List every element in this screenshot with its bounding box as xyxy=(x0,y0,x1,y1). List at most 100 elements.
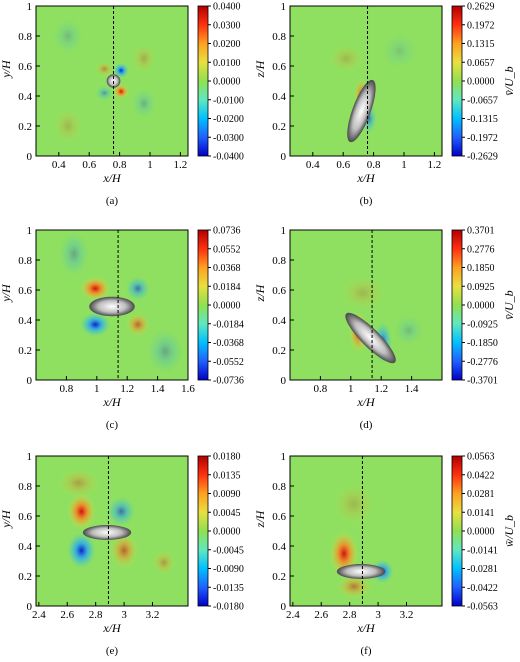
field-blob xyxy=(113,84,129,99)
colorbar-tick-label: -0.0925 xyxy=(467,319,498,330)
y-tick-label: 0.6 xyxy=(272,61,286,73)
colorbar-tick-label: 0.1972 xyxy=(467,20,495,31)
plot-frame xyxy=(289,455,443,607)
colorbar-tick-label: -0.2629 xyxy=(467,152,498,163)
colorbar-tick-label: 0.0400 xyxy=(213,2,241,13)
colorbar-tick-label: -0.0180 xyxy=(213,602,244,613)
y-tick-label: 0.2 xyxy=(272,571,286,583)
colorbar-tick-label: 0.0925 xyxy=(467,282,495,293)
y-tick-label: 0.4 xyxy=(18,315,32,327)
colorbar-tick-label: 0.0000 xyxy=(213,301,241,312)
particle xyxy=(82,525,132,540)
colorbar-tick-label: 0.0200 xyxy=(213,39,241,50)
y-axis-label: z/H xyxy=(253,59,267,78)
y-tick-label: 0 xyxy=(281,601,287,613)
colorbar xyxy=(451,229,463,381)
colorbar-tick-label: -0.0045 xyxy=(213,545,244,556)
colorbar-tick-label: -0.1315 xyxy=(467,114,498,125)
x-tick-label: 0.8 xyxy=(60,383,74,395)
x-tick-label: 0.8 xyxy=(367,159,381,171)
x-tick-label: 1.6 xyxy=(181,383,195,395)
colorbar-tick-label: 0.0180 xyxy=(213,452,241,463)
plot-frame xyxy=(35,455,189,607)
x-tick-label: 1.2 xyxy=(120,383,134,395)
field xyxy=(290,456,442,606)
panel-caption: (c) xyxy=(106,419,119,431)
colorbar-tick-label: 0.0135 xyxy=(213,470,241,481)
x-axis-label: x/H xyxy=(356,171,376,185)
y-tick-label: 0.6 xyxy=(272,285,286,297)
colorbar-label: v̄/U_b xyxy=(502,66,516,95)
colorbar xyxy=(197,229,209,381)
field-background xyxy=(290,6,442,156)
x-tick-label: 1 xyxy=(401,159,407,171)
colorbar-tick-label: -0.0368 xyxy=(213,338,244,349)
field-blob xyxy=(131,43,157,74)
x-tick-label: 1 xyxy=(348,383,354,395)
field-blob xyxy=(80,312,111,337)
particle xyxy=(347,79,376,143)
y-axis-label: y/H xyxy=(0,59,13,79)
colorbar-tick-label: 0.0422 xyxy=(467,470,495,481)
x-tick-label: 1.4 xyxy=(151,383,165,395)
colorbar-tick-label: 0.1315 xyxy=(467,39,495,50)
colorbar-tick-label: -0.0300 xyxy=(213,133,244,144)
x-tick-label: 1.4 xyxy=(405,383,419,395)
plot-frame xyxy=(35,5,189,157)
field xyxy=(36,230,188,380)
x-tick-label: 1.2 xyxy=(374,383,388,395)
x-tick-label: 2.6 xyxy=(314,609,328,621)
y-tick-label: 1 xyxy=(281,1,287,13)
y-tick-label: 0.4 xyxy=(18,91,32,103)
field xyxy=(290,230,442,380)
colorbar-tick-label: -0.2776 xyxy=(467,357,498,368)
x-tick-label: 1 xyxy=(94,383,100,395)
y-tick-label: 1 xyxy=(281,451,287,463)
panel-caption: (f) xyxy=(361,645,372,657)
x-axis-label: x/H xyxy=(356,395,376,409)
colorbar-tick-label: 0.0090 xyxy=(213,489,241,500)
plot-frame xyxy=(289,5,443,157)
y-tick-label: 0.8 xyxy=(18,255,32,267)
y-tick-label: 1 xyxy=(27,1,33,13)
particle xyxy=(345,312,396,364)
x-tick-label: 2.8 xyxy=(343,609,357,621)
field-blob xyxy=(57,468,100,498)
field-blob xyxy=(125,312,150,337)
field-blob xyxy=(107,496,136,527)
chart-panel: 0.4 0.6 0.8 1 1.2 0 0.2 0.4 0.6 0.8 1 x/H z/H 0.2629 0… xyxy=(253,1,516,207)
field-blob xyxy=(332,481,376,527)
chart-panel: 2.4 2.6 2.8 3 3.2 0 0.2 0.4 0.6 0.8 1 x/H y/H 0.0180 0… xyxy=(0,451,244,657)
chart-panel: 0.8 1 1.2 1.4 1.600.20.40.60.81x/Hy/H0.07360… xyxy=(0,225,244,431)
colorbar-tick-label: -0.0100 xyxy=(213,95,244,106)
colorbar-tick-label: 0.0281 xyxy=(467,489,495,500)
field-blob xyxy=(340,275,386,311)
x-tick-label: 0.6 xyxy=(336,159,350,171)
colorbar-tick-label: 0.0000 xyxy=(467,527,495,538)
y-tick-label: 1 xyxy=(27,225,33,237)
y-tick-label: 0.8 xyxy=(272,31,286,43)
x-axis-label: x/H xyxy=(102,621,122,635)
x-tick-label: 0.4 xyxy=(52,159,66,171)
field-blob xyxy=(131,88,157,119)
colorbar-tick-label: 0.1850 xyxy=(467,263,495,274)
colorbar-tick-label: 0.2776 xyxy=(467,244,495,255)
field-blob xyxy=(152,550,176,575)
y-axis-label: z/H xyxy=(253,509,267,528)
y-axis-label: y/H xyxy=(0,509,13,529)
x-tick-label: 0.8 xyxy=(113,159,127,171)
x-tick-label: 2.4 xyxy=(286,609,300,621)
y-tick-label: 0.2 xyxy=(272,345,286,357)
y-tick-label: 0 xyxy=(281,375,287,387)
colorbar-tick-label: -0.1850 xyxy=(467,338,498,349)
y-tick-label: 0.4 xyxy=(272,315,286,327)
colorbar-tick-label: 0.3701 xyxy=(467,226,495,237)
particle xyxy=(336,564,386,579)
plot-frame xyxy=(35,229,189,381)
colorbar-tick-label: 0.0552 xyxy=(213,244,241,255)
y-tick-label: 0.8 xyxy=(18,481,32,493)
y-tick-label: 1 xyxy=(27,451,33,463)
field xyxy=(290,6,442,156)
plot-frame xyxy=(289,229,443,381)
colorbar-tick-label: -0.0090 xyxy=(213,564,244,575)
